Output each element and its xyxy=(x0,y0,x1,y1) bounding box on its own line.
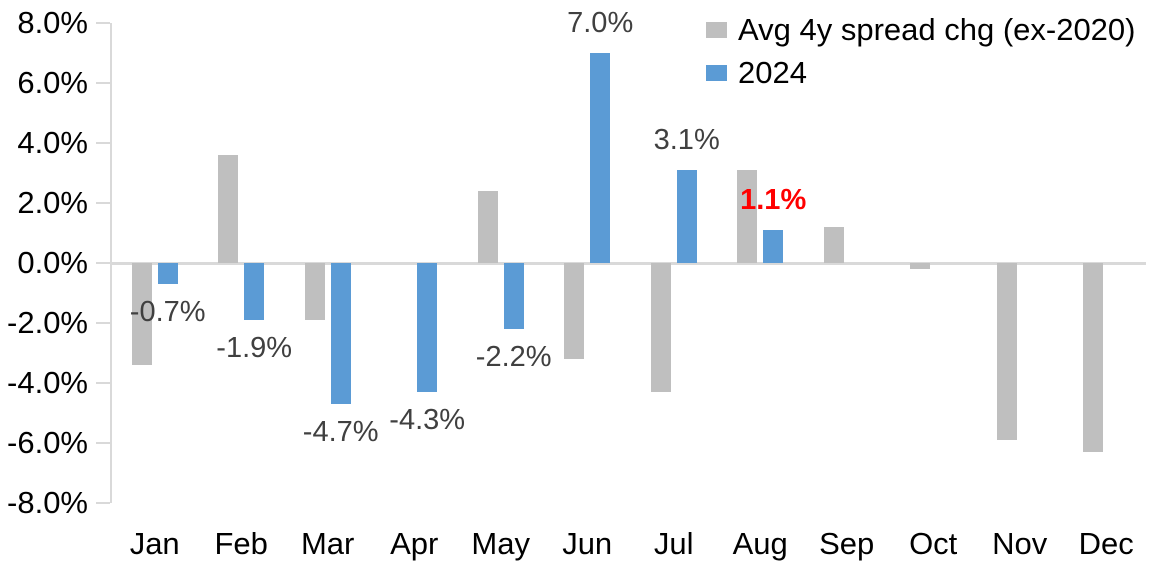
y-axis-tick-label: 2.0% xyxy=(17,185,88,220)
legend-item-avg: Avg 4y spread chg (ex-2020) xyxy=(706,8,1136,51)
legend-label-avg: Avg 4y spread chg (ex-2020) xyxy=(738,11,1136,47)
y-axis-tick-label: -6.0% xyxy=(7,425,88,460)
y-axis-tick-label: -4.0% xyxy=(7,365,88,400)
y-axis-tick xyxy=(96,322,110,324)
x-axis-label-nov: Nov xyxy=(992,526,1048,561)
data-label-jul: 3.1% xyxy=(653,124,720,156)
y-axis-tick xyxy=(96,262,110,264)
y-axis-tick-label: 6.0% xyxy=(17,65,88,100)
bar-avg-aug xyxy=(737,170,758,263)
y-axis-tick xyxy=(96,202,110,204)
x-axis-label-dec: Dec xyxy=(1078,526,1134,561)
x-axis-label-feb: Feb xyxy=(214,526,268,561)
bar-2024-aug xyxy=(763,230,784,263)
x-axis-label-aug: Aug xyxy=(732,526,788,561)
y-axis-tick xyxy=(96,82,110,84)
y-axis-tick xyxy=(96,382,110,384)
data-label-may: -2.2% xyxy=(475,341,552,373)
bar-avg-nov xyxy=(996,263,1017,440)
x-axis-label-jan: Jan xyxy=(129,526,180,561)
data-label-aug: 1.1% xyxy=(740,184,807,216)
bar-avg-dec xyxy=(1083,263,1104,452)
bar-2024-jun xyxy=(590,53,611,263)
bar-2024-mar xyxy=(330,263,351,404)
x-axis-label-mar: Mar xyxy=(300,526,355,561)
data-label-jan: -0.7% xyxy=(129,296,206,328)
bar-avg-jul xyxy=(650,263,671,392)
bar-avg-feb xyxy=(218,155,239,263)
data-label-jun: 7.0% xyxy=(567,7,634,39)
x-axis-label-apr: Apr xyxy=(390,526,439,561)
x-axis-label-sep: Sep xyxy=(819,526,875,561)
legend: Avg 4y spread chg (ex-2020) 2024 xyxy=(706,8,1136,94)
bar-avg-oct xyxy=(910,263,931,269)
legend-label-2024: 2024 xyxy=(738,54,807,90)
x-axis-label-jul: Jul xyxy=(653,526,694,561)
bar-avg-sep xyxy=(823,227,844,263)
bar-avg-mar xyxy=(304,263,325,320)
bar-2024-may xyxy=(503,263,524,329)
legend-item-2024: 2024 xyxy=(706,51,1136,94)
data-label-feb: -1.9% xyxy=(216,332,293,364)
y-axis-tick-label: 8.0% xyxy=(17,5,88,40)
y-axis-tick xyxy=(96,142,110,144)
data-label-mar: -4.7% xyxy=(302,416,379,448)
x-axis-label-oct: Oct xyxy=(909,526,958,561)
data-label-apr: -4.3% xyxy=(389,404,466,436)
bar-2024-jan xyxy=(157,263,178,284)
legend-swatch-avg xyxy=(706,21,727,38)
bar-2024-feb xyxy=(244,263,265,320)
y-axis-tick-label: -8.0% xyxy=(7,485,88,520)
y-axis-tick-label: -2.0% xyxy=(7,305,88,340)
bar-avg-may xyxy=(477,191,498,263)
y-axis-tick-label: 0.0% xyxy=(17,245,88,280)
zero-gridline xyxy=(110,262,1146,265)
bar-2024-jul xyxy=(676,170,697,263)
x-axis-label-may: May xyxy=(471,526,530,561)
x-axis-label-jun: Jun xyxy=(562,526,613,561)
y-axis-tick xyxy=(96,502,110,504)
bar-avg-jan xyxy=(131,263,152,365)
y-axis-tick-label: 4.0% xyxy=(17,125,88,160)
y-axis-tick xyxy=(96,22,110,24)
y-axis-tick xyxy=(96,442,110,444)
bar-2024-apr xyxy=(417,263,438,392)
legend-swatch-2024 xyxy=(706,64,727,81)
bar-avg-jun xyxy=(564,263,585,359)
